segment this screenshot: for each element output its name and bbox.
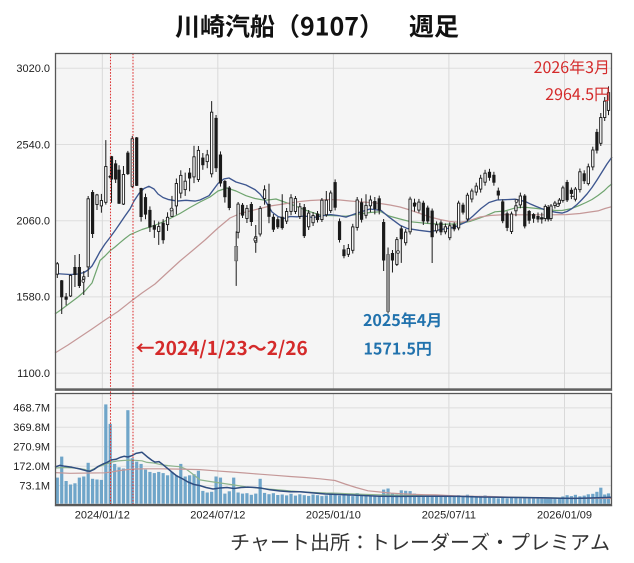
svg-text:1580.0: 1580.0 — [16, 292, 50, 304]
svg-text:2024/07/12: 2024/07/12 — [190, 510, 245, 522]
svg-text:2026/01/09: 2026/01/09 — [537, 510, 592, 522]
svg-text:3020.0: 3020.0 — [16, 63, 50, 75]
svg-text:2540.0: 2540.0 — [16, 139, 50, 151]
svg-text:270.9M: 270.9M — [13, 442, 50, 454]
svg-text:73.1M: 73.1M — [19, 480, 50, 492]
svg-text:1100.0: 1100.0 — [17, 368, 50, 380]
svg-text:468.7M: 468.7M — [13, 403, 50, 415]
svg-text:369.8M: 369.8M — [13, 422, 50, 434]
svg-text:2025/07/11: 2025/07/11 — [422, 510, 476, 522]
svg-text:172.0M: 172.0M — [13, 461, 50, 473]
svg-text:2024/01/12: 2024/01/12 — [75, 510, 130, 522]
svg-text:2060.0: 2060.0 — [16, 216, 50, 228]
svg-text:2025/01/10: 2025/01/10 — [306, 510, 361, 522]
